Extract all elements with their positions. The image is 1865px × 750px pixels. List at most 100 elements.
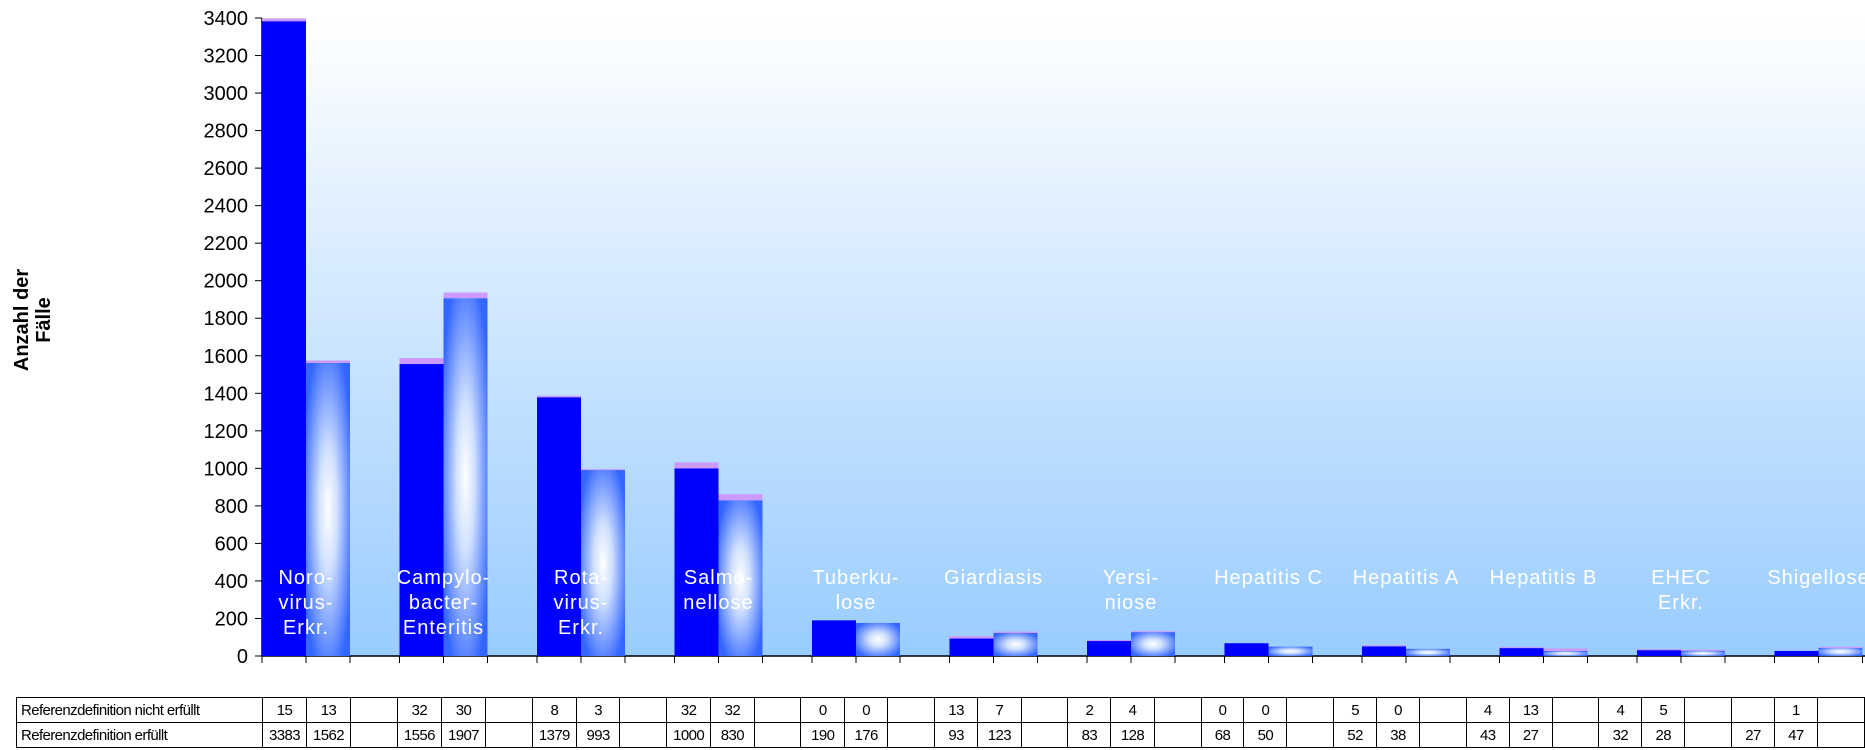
table-gap-cell (1153, 697, 1202, 723)
category-label: Giardiasis (944, 567, 1043, 589)
table-row: Referenzdefinition nicht erfüllt 15 13 32 30… (16, 697, 1865, 723)
bar-erfuellt (1268, 646, 1313, 656)
y-tick-label: 1600 (204, 346, 249, 368)
table-gap-cell (1816, 697, 1865, 723)
bar-erfuellt (1499, 647, 1544, 656)
category-label: Salmo-nellose (683, 567, 753, 614)
table-cell: 2 (1067, 697, 1112, 723)
table-cell: 68 (1200, 722, 1245, 748)
bar-nicht-erfuellt (581, 469, 625, 471)
table-cell: 4 (1465, 697, 1510, 723)
y-tick-label: 400 (215, 571, 248, 593)
bar-erfuellt (1224, 643, 1269, 656)
table-gap-cell (1419, 722, 1467, 748)
table-gap-cell (887, 722, 936, 748)
bar-nicht-erfuellt (1543, 648, 1588, 651)
table-cell: 0 (1376, 697, 1420, 723)
table-gap-cell (619, 697, 668, 723)
category-label: Hepatitis A (1353, 567, 1460, 589)
table-cell: 43 (1465, 722, 1510, 748)
table-cell: 993 (575, 722, 621, 748)
table-gap-cell (1020, 697, 1069, 723)
bar-erfuellt (443, 298, 488, 656)
table-gap-cell (887, 697, 936, 723)
table-gap-cell (1816, 722, 1865, 748)
bar-nicht-erfuellt (443, 292, 488, 299)
table-cell: 30 (440, 697, 486, 723)
bar-nicht-erfuellt (1131, 631, 1175, 633)
table-cell: 27 (1731, 722, 1775, 748)
table-cell: 3 (575, 697, 621, 723)
y-tick-label: 3400 (204, 8, 249, 30)
y-tick-label: 0 (237, 646, 248, 668)
table-gap-cell (1684, 697, 1733, 723)
table-cell: 0 (800, 697, 845, 723)
y-tick-label: 600 (215, 533, 248, 555)
table-gap-cell (1551, 722, 1600, 748)
bar-erfuellt (537, 397, 581, 656)
table-gap-cell (350, 722, 398, 748)
bar-erfuellt (674, 468, 719, 656)
y-tick-label: 2600 (204, 158, 249, 180)
bar-nicht-erfuellt (537, 395, 581, 398)
table-cell: 190 (800, 722, 845, 748)
bar-erfuellt (1543, 650, 1588, 656)
table-cell: 4 (1110, 697, 1155, 723)
y-tick-label: 1200 (204, 421, 249, 443)
bar-nicht-erfuellt (1362, 645, 1406, 647)
y-tick-label: 200 (215, 608, 248, 630)
table-gap-cell (484, 697, 533, 723)
table-cell (1731, 697, 1775, 723)
bar-nicht-erfuellt (1818, 646, 1863, 648)
table-cell: 32 (396, 697, 442, 723)
category-label: Hepatitis B (1490, 567, 1598, 589)
category-label: Shigellose (1767, 567, 1865, 589)
table-cell: 1556 (396, 722, 442, 748)
table-cell: 5 (1641, 697, 1686, 723)
table-cell: 13 (306, 697, 352, 723)
bar-erfuellt (993, 632, 1038, 656)
y-axis-title-text: Anzahl der Fälle (11, 268, 55, 372)
table-cell: 0 (843, 697, 889, 723)
table-gap-cell (753, 697, 802, 723)
table-cell: 123 (977, 722, 1022, 748)
category-label: Hepatitis C (1214, 567, 1323, 589)
bar-nicht-erfuellt (674, 462, 719, 469)
bar-erfuellt (581, 469, 625, 656)
bar-nicht-erfuellt (399, 358, 444, 365)
table-cell: 4 (1598, 697, 1643, 723)
table-cell: 1562 (306, 722, 352, 748)
bar-nicht-erfuellt (1637, 649, 1681, 651)
table-cell: 32 (1598, 722, 1643, 748)
table-gap-cell (1286, 722, 1335, 748)
bar-erfuellt (812, 620, 856, 656)
bar-nicht-erfuellt (306, 360, 350, 363)
bar-nicht-erfuellt (1499, 647, 1544, 649)
bar-nicht-erfuellt (1681, 649, 1725, 651)
table-cell: 128 (1110, 722, 1155, 748)
y-tick-label: 1000 (204, 458, 249, 480)
bar-erfuellt (262, 21, 306, 656)
table-cell: 32 (710, 697, 755, 723)
table-row: Referenzdefinition erfüllt 3383 1562 1556 19… (16, 722, 1865, 748)
row-header: Referenzdefinition nicht erfüllt (16, 697, 263, 723)
category-label: Campylo-bacter-Enteritis (397, 567, 491, 639)
bar-erfuellt (399, 364, 444, 656)
bar-erfuellt (1681, 650, 1725, 656)
bar-erfuellt (949, 638, 994, 656)
table-cell: 13 (1508, 697, 1553, 723)
bar-nicht-erfuellt (949, 636, 994, 639)
y-tick-label: 800 (215, 496, 248, 518)
bar-nicht-erfuellt (1087, 640, 1131, 642)
table-gap-cell (1551, 697, 1600, 723)
bar-erfuellt (1362, 646, 1406, 656)
table-gap-cell (619, 722, 668, 748)
table-cell: 7 (977, 697, 1022, 723)
category-label: Yersi-niose (1103, 567, 1159, 614)
table-gap-cell (1286, 697, 1335, 723)
category-label: EHEC Erkr. (1651, 567, 1711, 614)
category-label: Tuberku-lose (812, 567, 899, 614)
bar-nicht-erfuellt (718, 494, 763, 501)
bar-erfuellt (856, 622, 900, 656)
